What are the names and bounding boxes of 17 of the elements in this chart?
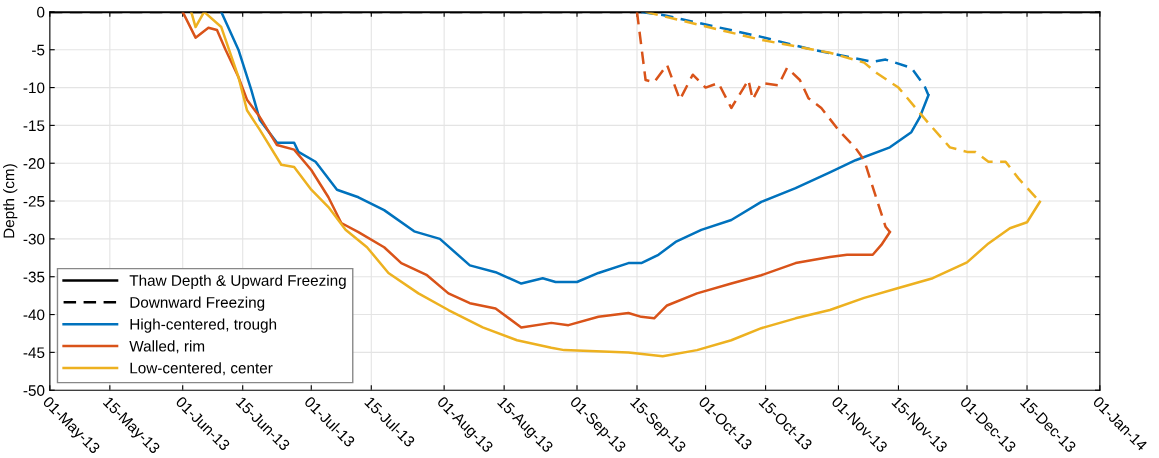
legend-label: Downward Freezing	[130, 296, 265, 311]
legend-label: Walled, rim	[129, 340, 205, 354]
y-tick-label: -10	[23, 82, 45, 94]
y-tick-label: -35	[23, 271, 45, 283]
y-tick-label: -45	[23, 347, 45, 359]
legend-label: Low-centered, center	[130, 362, 273, 376]
legend-label: Thaw Depth & Upward Freezing	[129, 274, 346, 289]
y-tick-label: -15	[23, 120, 45, 132]
y-tick-label: -40	[23, 309, 45, 321]
y-tick-label: 0	[37, 6, 45, 18]
y-tick-label: -30	[23, 233, 45, 245]
y-tick-label: -20	[23, 158, 45, 169]
y-axis-title: Depth (cm)	[3, 164, 18, 238]
y-tick-label: -5	[32, 44, 45, 56]
legend-label: High-centered, trough	[130, 318, 277, 333]
y-tick-label: -25	[23, 195, 45, 207]
y-tick-label: -50	[23, 385, 45, 396]
